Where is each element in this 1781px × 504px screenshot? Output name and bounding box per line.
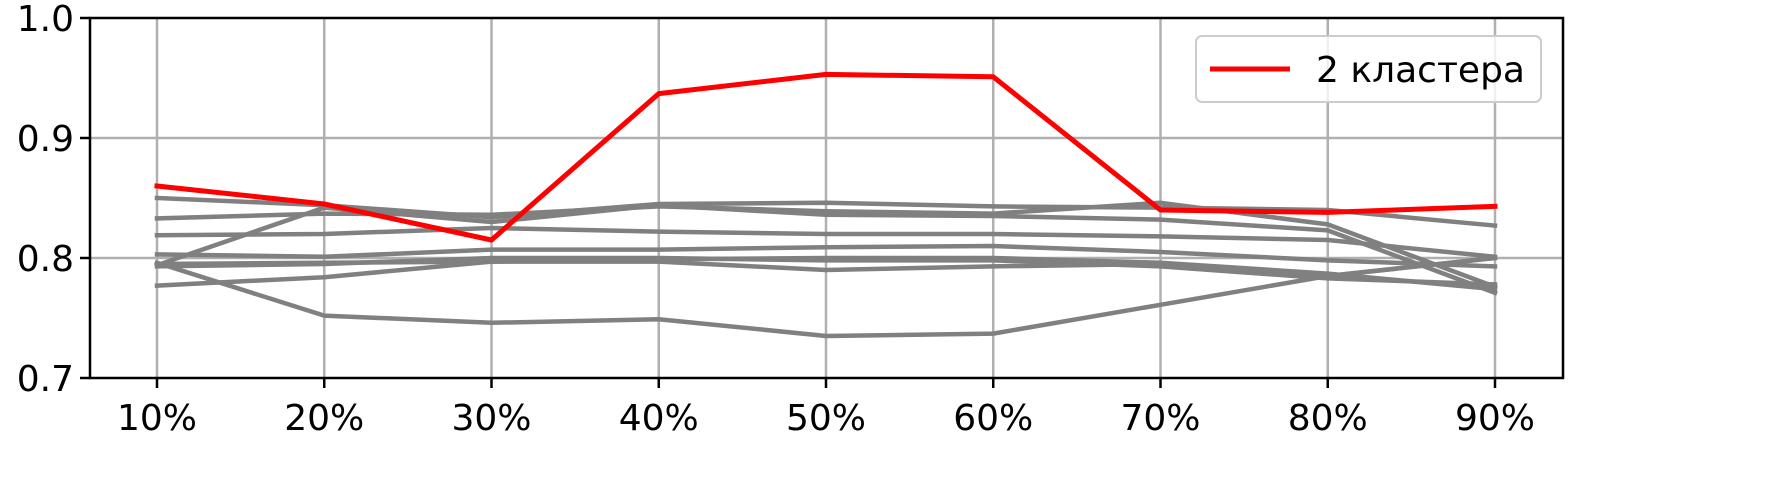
gray-series-line <box>154 243 1498 269</box>
tick-labels: 10% 20% 30% 40% 50% 60% 70% 80% 90% 0.7 0.8 0.9 1.0 <box>17 0 1535 439</box>
legend: 2 кластера <box>1195 35 1542 103</box>
axis-ticks <box>80 16 1497 388</box>
legend-label: 2 кластера <box>1316 50 1525 91</box>
x-tick-label: 50% <box>786 398 866 439</box>
gray-series-line <box>154 255 1498 339</box>
x-tick-label: 40% <box>619 398 699 439</box>
gray-series-line <box>154 225 1498 260</box>
gray-series-line <box>154 202 1498 296</box>
series-lines <box>154 71 1498 339</box>
y-tick-label: 1.0 <box>17 0 74 40</box>
x-tick-label: 20% <box>284 398 364 439</box>
x-tick-label: 10% <box>117 398 197 439</box>
x-tick-label: 80% <box>1288 398 1368 439</box>
x-tick-label: 90% <box>1455 398 1535 439</box>
x-tick-label: 70% <box>1120 398 1200 439</box>
highlight-series-line <box>154 71 1498 243</box>
legend-box <box>1195 35 1542 103</box>
y-tick-label: 0.8 <box>17 239 74 280</box>
gray-series-line <box>154 255 1498 287</box>
y-tick-label: 0.9 <box>17 119 74 160</box>
y-tick-label: 0.7 <box>17 359 74 400</box>
x-tick-label: 60% <box>953 398 1033 439</box>
x-tick-label: 30% <box>451 398 531 439</box>
